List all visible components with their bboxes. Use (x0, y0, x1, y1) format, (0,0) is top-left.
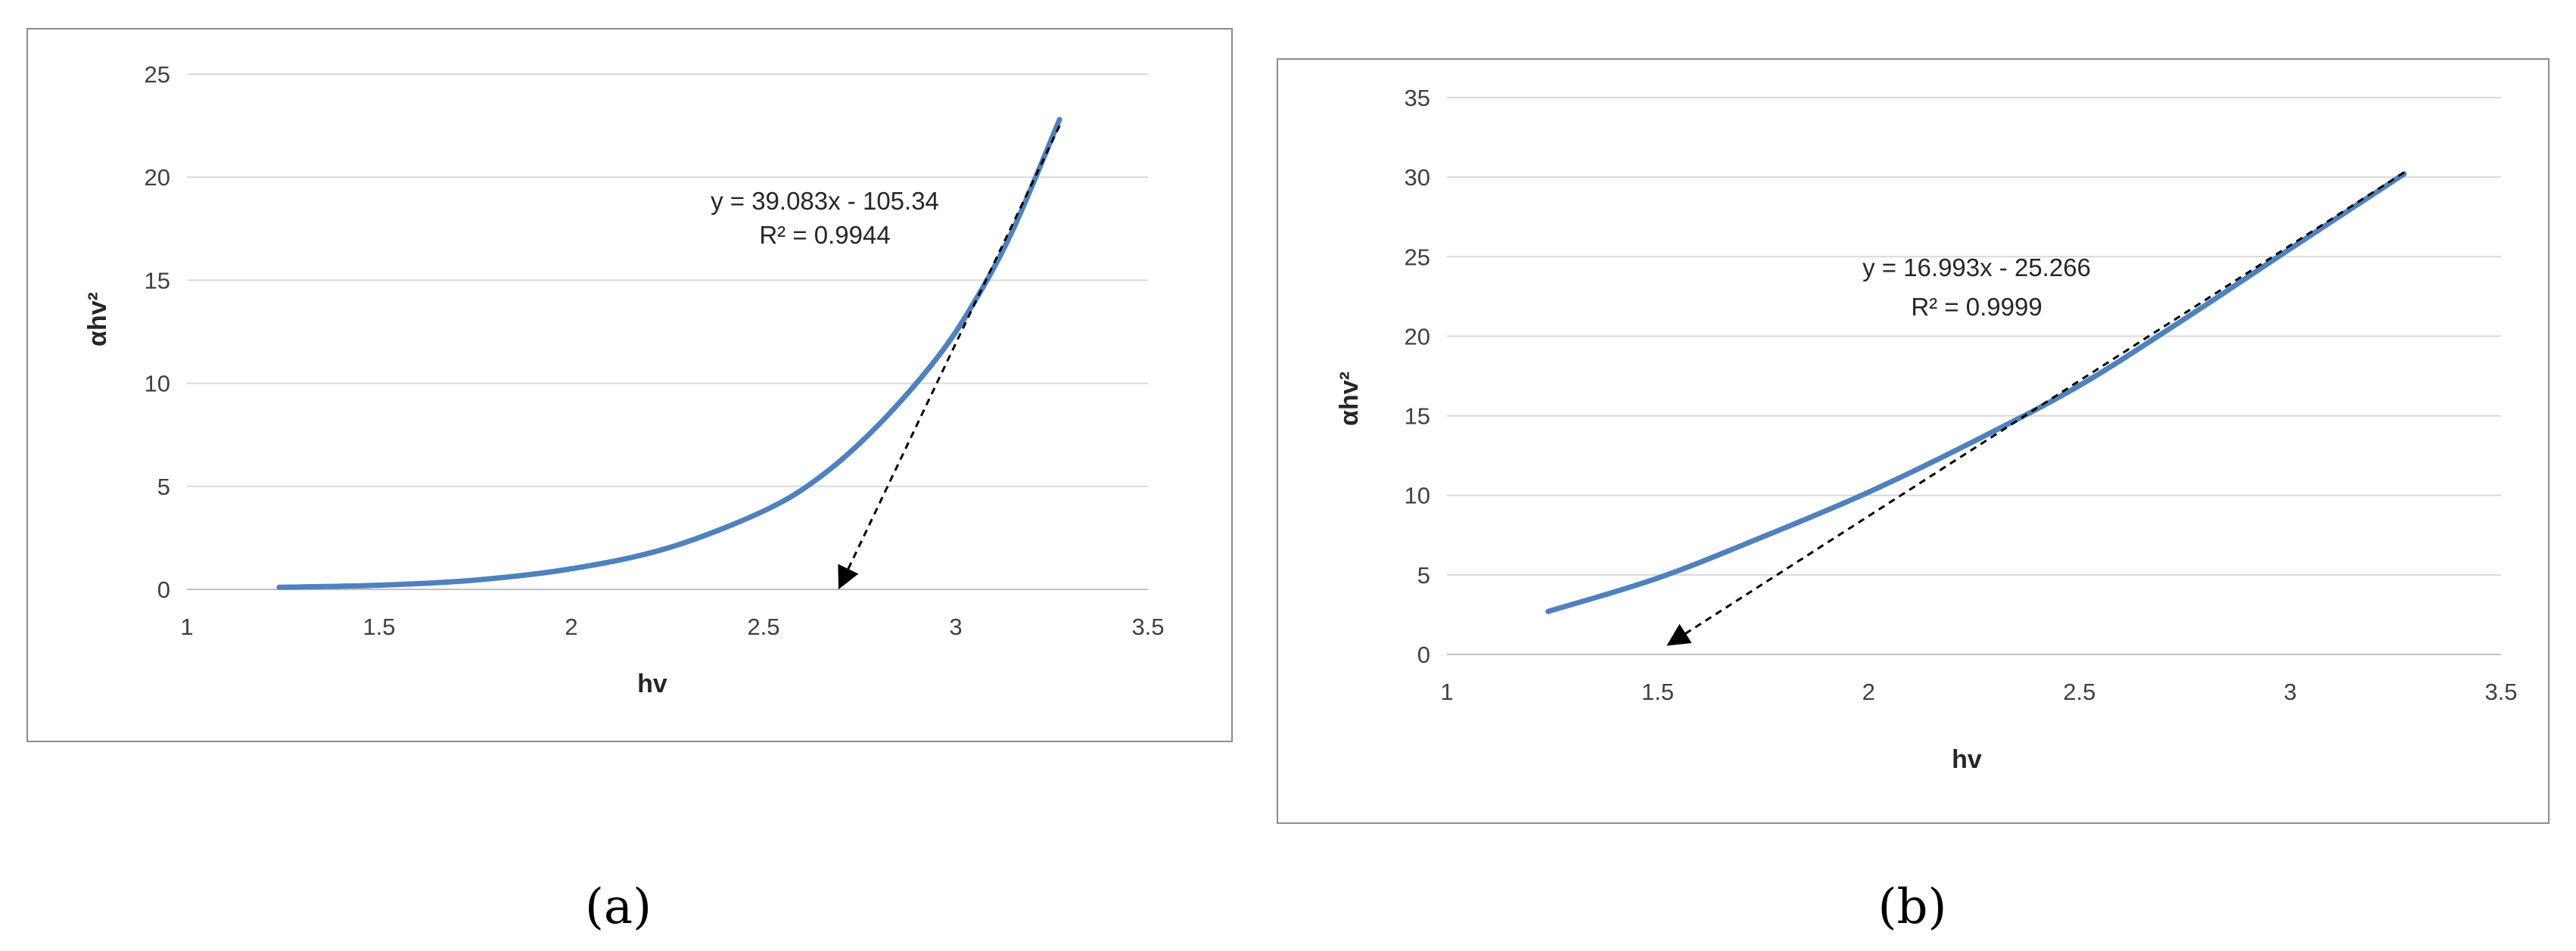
chart-b-x-axis-title: hv (1952, 745, 1982, 774)
chart-a-x-tick-label: 3 (949, 614, 962, 640)
chart-b-panel-label: (b) (1878, 879, 1947, 935)
chart-a-series-layer (276, 117, 1062, 590)
chart-b-y-tick-label: 25 (1405, 244, 1430, 270)
chart-b-x-tick-label: 2.5 (2063, 679, 2095, 705)
chart-a-y-tick-label: 0 (157, 577, 170, 603)
chart-b-x-tick-labels: 1 1.5 2 2.5 3 3.5 (1440, 679, 2517, 705)
chart-a-frame (26, 28, 1233, 742)
chart-b-y-tick-label: 30 (1405, 164, 1430, 191)
chart-b-x-tick-label: 3 (2284, 679, 2297, 705)
chart-b-x-tick-label: 1 (1440, 679, 1453, 705)
chart-b-y-tick-label: 5 (1417, 562, 1430, 589)
chart-b-y-tick-label: 35 (1405, 85, 1430, 111)
chart-b-y-tick-label: 20 (1405, 323, 1430, 350)
chart-a-y-tick-label: 25 (145, 61, 170, 88)
chart-b-trendline-arrow (1666, 171, 2405, 646)
chart-b-frame (1277, 58, 2550, 824)
chart-a-panel-label: (a) (585, 879, 652, 935)
chart-b-x-tick-label: 1.5 (1641, 679, 1674, 705)
chart-a-trendline-layer (838, 125, 1061, 589)
chart-a-y-axis-title: αhv² (83, 292, 112, 347)
chart-a-x-tick-label: 2 (565, 614, 577, 640)
chart-a-y-tick-labels: 0 5 10 15 20 25 (145, 61, 170, 603)
chart-a-x-tick-labels: 1 1.5 2 2.5 3 3.5 (180, 614, 1164, 640)
chart-a-gridlines (187, 73, 1148, 590)
chart-a: 0 5 10 15 20 25 1 1.5 2 2.5 3 3.5 y = 39.083x - 10… (26, 28, 1233, 935)
chart-b-y-tick-label: 15 (1405, 403, 1430, 430)
chart-a-x-axis-title: hv (637, 670, 667, 698)
chart-b-trendline-r2: R² = 0.9999 (1911, 293, 2042, 321)
chart-a-x-tick-label: 3.5 (1131, 614, 1164, 640)
chart-b-series-line (1545, 171, 2407, 614)
chart-a-trendline-arrow (838, 125, 1061, 589)
chart-b: 0 5 10 15 20 25 30 35 1 1.5 2 2.5 3 3.5 y = 16.993x … (1277, 58, 2550, 935)
chart-b-x-tick-label: 2 (1862, 679, 1875, 705)
chart-b-y-tick-label: 10 (1405, 483, 1430, 509)
chart-a-y-tick-label: 15 (145, 267, 170, 294)
chart-b-trendline-layer (1666, 171, 2405, 646)
chart-b-gridlines (1447, 97, 2501, 655)
chart-a-x-tick-label: 2.5 (747, 614, 779, 640)
chart-b-y-tick-label: 0 (1417, 642, 1430, 668)
chart-b-x-tick-label: 3.5 (2484, 679, 2517, 705)
chart-a-x-tick-label: 1.5 (362, 614, 395, 640)
chart-a-trendline-r2: R² = 0.9944 (759, 221, 890, 249)
chart-a-y-tick-label: 20 (145, 164, 170, 191)
chart-a-x-tick-label: 1 (180, 614, 193, 640)
chart-b-series-layer (1545, 171, 2407, 614)
chart-b-y-axis-title: αhv² (1335, 371, 1364, 426)
chart-a-y-tick-label: 10 (145, 371, 170, 397)
chart-a-series-line (276, 117, 1062, 590)
chart-a-trendline-equation: y = 39.083x - 105.34 (711, 187, 939, 215)
chart-a-y-tick-label: 5 (157, 474, 170, 500)
chart-b-trendline-equation: y = 16.993x - 25.266 (1862, 253, 2091, 281)
chart-b-y-tick-labels: 0 5 10 15 20 25 30 35 (1405, 85, 1430, 668)
